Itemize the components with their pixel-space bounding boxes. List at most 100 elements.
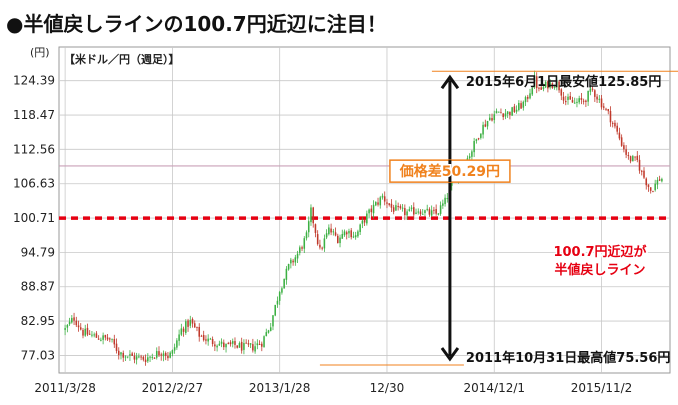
candle-body [325, 233, 328, 238]
candle-body [442, 203, 444, 206]
candle-body [526, 96, 529, 99]
candle-body [339, 237, 341, 244]
candle-body [471, 151, 473, 157]
x-tick-label: 2015/11/2 [571, 381, 633, 395]
candle-body [598, 98, 601, 100]
candle-body [189, 319, 192, 326]
candle-body [437, 213, 440, 215]
candle-body [243, 343, 245, 350]
candle-body [328, 227, 330, 235]
y-unit-label: (円) [30, 46, 50, 59]
candle-body [158, 351, 160, 356]
half-line-label-1: 100.7円近辺が [553, 244, 646, 260]
candle-body [180, 328, 183, 335]
candle-body [547, 81, 549, 89]
y-axis-ticks: 124.39 118.47 112.56 106.63 100.71 94.79 88.87… [13, 74, 55, 363]
y-tick-label: 77.03 [21, 348, 55, 362]
candle-body [497, 111, 500, 113]
candle-body [265, 332, 268, 337]
candle-body [71, 318, 73, 323]
candle-body [245, 342, 247, 344]
candle-body [252, 344, 254, 351]
candle-body [169, 352, 171, 358]
candle-body [515, 109, 518, 112]
low-value-label: 2011年10月31日最高値75.56円 [466, 350, 670, 366]
candle-body [263, 336, 265, 348]
candle-body [632, 156, 634, 162]
candle-body [392, 207, 395, 212]
candle-body [562, 96, 565, 101]
candle-body [643, 170, 645, 178]
candle-body [553, 86, 556, 88]
candle-body [227, 343, 230, 345]
candle-body [261, 343, 263, 347]
candle-body [433, 209, 435, 211]
candle-body [390, 203, 393, 208]
candle-body [576, 101, 578, 103]
candle-body [538, 87, 540, 89]
candle-body [310, 207, 312, 223]
candle-body [359, 224, 361, 233]
candle-body [95, 333, 98, 338]
candle-body [386, 202, 388, 204]
annotations: 2015年6月1日最安値125.85円 2011年10月31日最高値75.56円 価… [319, 70, 678, 366]
candle-body [307, 221, 310, 233]
candle-body [585, 100, 587, 102]
candle-body [421, 213, 424, 215]
candle-body [556, 80, 558, 88]
candle-body [383, 196, 386, 202]
candle-body [551, 83, 554, 88]
candle-body [500, 112, 502, 114]
candle-body [352, 236, 355, 238]
candle-body [473, 141, 475, 153]
candle-body [321, 247, 323, 249]
candle-body [100, 339, 102, 341]
candle-body [488, 117, 491, 121]
candle-body [207, 338, 209, 342]
candle-body [314, 224, 317, 233]
candle-body [144, 359, 147, 363]
candle-body [491, 118, 493, 121]
candle-body [229, 342, 232, 345]
candle-body [142, 356, 145, 360]
candle-body [281, 288, 283, 293]
x-tick-label: 2012/2/27 [142, 381, 204, 395]
candle-body [173, 347, 176, 351]
candle-body [120, 352, 122, 355]
candle-body [276, 300, 279, 305]
candle-body [97, 338, 100, 340]
candle-body [428, 209, 431, 215]
candle-body [330, 228, 332, 233]
candle-body [225, 343, 227, 348]
candle-body [332, 231, 335, 233]
high-value-label: 2015年6月1日最安値125.85円 [466, 74, 661, 90]
candle-body [560, 89, 563, 96]
candle-body [444, 197, 446, 205]
candle-body [649, 187, 652, 191]
candle-body [372, 204, 375, 214]
candle-body [596, 96, 598, 100]
candle-body [618, 132, 621, 139]
candle-body [131, 353, 133, 356]
candle-body [424, 210, 426, 214]
y-tick-label: 118.47 [13, 108, 55, 122]
candle-body [567, 96, 569, 101]
candle-body [634, 156, 636, 158]
candle-body [415, 212, 417, 214]
candle-body [126, 356, 129, 358]
candle-body [287, 264, 290, 270]
candle-body [305, 232, 308, 239]
y-tick-label: 82.95 [21, 314, 55, 328]
candle-body [113, 339, 116, 345]
candle-body [656, 180, 659, 185]
candle-body [77, 325, 80, 328]
candle-body [256, 343, 259, 346]
candle-body [430, 210, 433, 216]
candle-body [193, 323, 196, 328]
candle-body [122, 352, 125, 358]
candle-body [480, 133, 482, 138]
range-arrow-head-down [440, 347, 460, 362]
candle-body [638, 159, 641, 171]
candle-body [214, 344, 216, 347]
candle-body [334, 232, 337, 236]
